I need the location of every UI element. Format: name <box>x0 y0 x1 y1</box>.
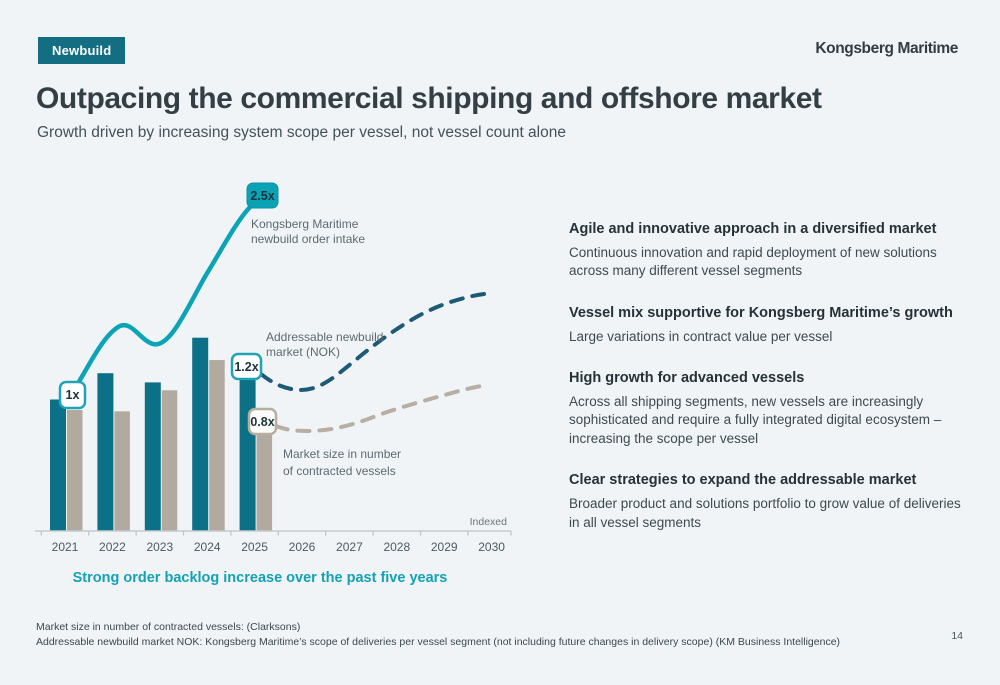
badge-1-2x-text: 1.2x <box>234 360 258 374</box>
key-point-block: High growth for advanced vessels Across … <box>569 370 971 448</box>
key-point-body: Broader product and solutions portfolio … <box>569 496 961 530</box>
bar-teal-2023 <box>144 382 161 531</box>
addressable-market-line <box>259 292 486 393</box>
key-point-body: Continuous innovation and rapid deployme… <box>569 245 937 279</box>
axis-ticks-group <box>40 531 512 536</box>
badge-0-8x: 0.8x <box>247 407 278 436</box>
year-label-2025: 2025 <box>241 540 268 554</box>
newbuild-tag: Newbuild <box>38 37 126 64</box>
bar-gray-2025 <box>256 432 273 531</box>
page-number: 14 <box>951 630 963 642</box>
key-point-heading: High growth for advanced vessels <box>569 370 805 387</box>
badge-0-8x-text: 0.8x <box>250 415 274 429</box>
year-labels-group: 2021 2022 2023 2024 2025 2026 2027 2028 2029 2030 <box>52 540 506 554</box>
badge-1-2x: 1.2x <box>230 352 263 381</box>
key-point-block: Clear strategies to expand the addressab… <box>569 472 971 532</box>
bar-teal-2025 <box>239 373 256 531</box>
bar-teal-2021 <box>50 399 66 531</box>
year-label-2023: 2023 <box>146 540 173 554</box>
key-point-heading: Agile and innovative approach in a diver… <box>569 221 937 237</box>
bar-teal-2022 <box>97 373 114 531</box>
addressable-market-label-line2: market (NOK) <box>266 345 340 359</box>
market-chart: 2021 2022 2023 2024 2025 2026 2027 2028 2029 2030… <box>30 178 515 563</box>
vessel-market-line <box>274 383 490 434</box>
market-chart-svg: 2021 2022 2023 2024 2025 2026 2027 2028 2029 2030… <box>35 182 512 554</box>
bar-gray-2024 <box>209 360 225 531</box>
footnote-line-1: Market size in number of contracted vess… <box>36 621 301 633</box>
bar-gray-2021 <box>67 410 83 531</box>
vessel-market-label-line2: of contracted vessels <box>283 464 396 478</box>
footnotes: Market size in number of contracted vess… <box>36 620 840 650</box>
year-label-2024: 2024 <box>194 540 221 554</box>
key-point-heading: Clear strategies to expand the addressab… <box>569 472 917 489</box>
key-point-block: Agile and innovative approach in a diver… <box>569 221 971 281</box>
footnote-line-2: Addressable newbuild market NOK: Kongsbe… <box>36 636 841 648</box>
year-label-2029: 2029 <box>431 540 458 554</box>
year-label-2022: 2022 <box>99 540 126 554</box>
year-label-2027: 2027 <box>336 540 363 554</box>
order-intake-label-line2: newbuild order intake <box>251 232 365 246</box>
kongsberg-maritime-logo: Kongsberg Maritime <box>815 40 958 57</box>
badge-1x: 1x <box>58 380 87 410</box>
indexed-label: Indexed <box>470 516 508 528</box>
year-label-2030: 2030 <box>478 540 505 554</box>
badge-2-5x: 2.5x <box>246 182 279 209</box>
key-point-body: Large variations in contract value per v… <box>569 328 833 344</box>
badge-1x-text: 1x <box>66 388 80 402</box>
badge-2-5x-text: 2.5x <box>250 189 274 203</box>
key-point-block: Vessel mix supportive for Kongsberg Mari… <box>569 305 971 346</box>
bar-gray-2022 <box>114 411 130 531</box>
key-point-heading: Vessel mix supportive for Kongsberg Mari… <box>569 304 953 321</box>
year-label-2026: 2026 <box>289 540 316 554</box>
addressable-market-label-line1: Addressable newbuild <box>266 330 383 344</box>
slide-subtitle: Growth driven by increasing system scope… <box>37 124 566 141</box>
bar-teal-2024 <box>192 337 209 531</box>
vessel-market-label-line1: Market size in number <box>283 447 401 461</box>
key-point-body: Across all shipping segments, new vessel… <box>569 394 942 446</box>
key-points-column: Agile and innovative approach in a diver… <box>569 221 971 556</box>
year-label-2028: 2028 <box>383 540 410 554</box>
slide-title: Outpacing the commercial shipping and of… <box>36 82 822 115</box>
chart-caption: Strong order backlog increase over the p… <box>72 570 448 586</box>
order-intake-line <box>65 204 253 401</box>
order-intake-label-line1: Kongsberg Maritime <box>251 217 359 231</box>
bar-gray-2023 <box>161 390 178 531</box>
bars-group <box>50 337 273 531</box>
year-label-2021: 2021 <box>52 540 79 554</box>
